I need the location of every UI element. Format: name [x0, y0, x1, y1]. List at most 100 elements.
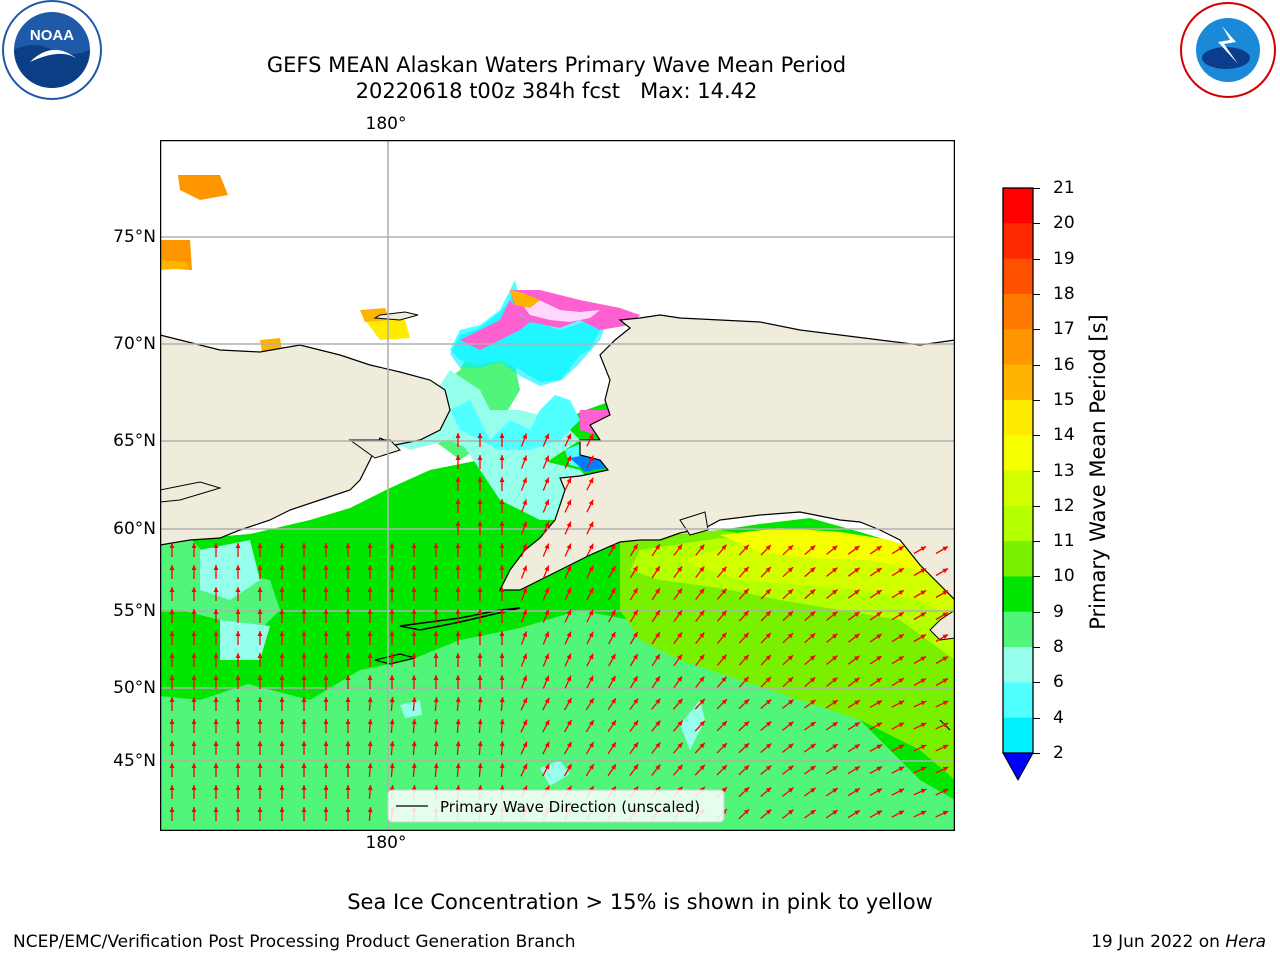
direction-arrowhead	[743, 787, 750, 793]
direction-arrowhead	[477, 433, 483, 438]
direction-arrowhead	[522, 587, 528, 593]
direction-arrowhead	[433, 543, 439, 548]
nws-logo	[1180, 2, 1276, 98]
direction-arrowhead	[831, 633, 838, 639]
direction-arrowhead	[213, 763, 219, 768]
direction-arrowhead	[632, 610, 638, 616]
direction-arrowhead	[810, 699, 816, 705]
colorbar-tick-label: 16	[1053, 354, 1075, 375]
direction-arrowhead	[854, 722, 860, 728]
direction-arrowhead	[809, 677, 816, 683]
direction-arrowhead	[544, 521, 550, 528]
direction-arrowhead	[169, 785, 175, 790]
direction-arrowhead	[213, 543, 219, 548]
direction-arrowhead	[455, 587, 461, 592]
direction-arrowhead	[499, 499, 505, 504]
direction-arrowhead	[788, 787, 794, 793]
direction-arrowhead	[477, 631, 483, 636]
direction-arrowhead	[433, 785, 439, 791]
direction-arrowhead	[389, 763, 395, 769]
direction-arrowhead	[876, 612, 882, 617]
direction-arrowhead	[544, 499, 550, 506]
direction-arrowhead	[323, 587, 329, 592]
direction-arrowhead	[499, 675, 505, 680]
colorbar-band	[1003, 188, 1033, 224]
direction-arrowhead	[455, 543, 461, 548]
colorbar-tick-mark	[1033, 647, 1040, 649]
direction-arrowhead	[235, 609, 241, 614]
direction-arrowhead	[345, 697, 351, 702]
direction-arrowhead	[455, 631, 461, 636]
direction-arrowhead	[831, 655, 838, 661]
direction-arrowhead	[942, 678, 949, 684]
colorbar-band	[1003, 258, 1033, 295]
direction-arrowhead	[588, 477, 594, 484]
direction-arrowhead	[235, 653, 241, 658]
direction-arrowhead	[169, 587, 175, 592]
direction-arrowhead	[632, 544, 638, 550]
direction-arrowhead	[301, 631, 307, 636]
direction-arrowhead	[787, 633, 794, 639]
direction-arrowhead	[721, 676, 727, 683]
direction-arrowhead	[522, 543, 528, 549]
direction-arrowhead	[788, 765, 794, 771]
direction-arrowhead	[367, 719, 373, 725]
colorbar-tick-mark	[1033, 611, 1040, 613]
lat-label-50: 50°N	[113, 678, 156, 698]
direction-arrowhead	[522, 763, 528, 770]
direction-arrowhead	[898, 590, 904, 596]
direction-arrowhead	[810, 743, 816, 749]
direction-arrowhead	[323, 807, 329, 812]
direction-arrowhead	[831, 545, 838, 551]
direction-arrowhead	[942, 656, 949, 662]
direction-arrowhead	[544, 477, 550, 484]
direction-arrowhead	[301, 697, 307, 702]
direction-arrowhead	[345, 719, 351, 724]
direction-arrowhead	[677, 544, 683, 550]
direction-arrowhead	[235, 675, 241, 680]
direction-arrowhead	[389, 543, 395, 548]
direction-arrowhead	[566, 521, 572, 528]
colorbar-tick-label: 10	[1053, 566, 1075, 587]
direction-arrowhead	[765, 655, 771, 661]
direction-arrowhead	[279, 675, 285, 680]
direction-arrowhead	[787, 611, 794, 617]
direction-arrowhead	[854, 744, 860, 750]
direction-arrowhead	[876, 656, 882, 661]
direction-arrowhead	[345, 565, 351, 570]
direction-arrowhead	[279, 587, 285, 592]
direction-arrowhead	[699, 654, 705, 660]
direction-arrowhead	[831, 567, 838, 573]
direction-arrowhead	[743, 721, 750, 727]
direction-arrowhead	[323, 653, 329, 658]
direction-arrowhead	[169, 763, 175, 768]
direction-arrowhead	[389, 741, 395, 747]
direction-arrowhead	[832, 810, 838, 815]
direction-arrowhead	[389, 785, 395, 791]
direction-arrowhead	[610, 565, 616, 572]
direction-arrowhead	[411, 675, 417, 680]
direction-arrowhead	[455, 521, 461, 526]
title-line-1: GEFS MEAN Alaskan Waters Primary Wave Me…	[266, 53, 847, 77]
direction-arrowhead	[633, 698, 639, 704]
direction-arrowhead	[588, 675, 594, 682]
direction-arrowhead	[477, 653, 483, 658]
direction-arrowhead	[942, 810, 949, 816]
direction-arrowhead	[367, 565, 373, 570]
direction-arrowhead	[411, 785, 417, 791]
direction-arrowhead	[477, 565, 483, 570]
direction-arrowhead	[787, 545, 794, 551]
direction-arrowhead	[810, 787, 816, 793]
direction-arrowhead	[345, 763, 351, 768]
direction-arrowhead	[522, 653, 528, 659]
direction-arrowhead	[191, 653, 197, 658]
direction-arrowhead	[655, 544, 660, 550]
direction-arrowhead	[477, 697, 483, 703]
direction-arrowhead	[433, 587, 439, 592]
direction-arrowhead	[898, 744, 905, 750]
direction-arrowhead	[169, 675, 175, 680]
direction-arrowhead	[191, 763, 197, 768]
direction-arrowhead	[942, 634, 949, 640]
direction-arrowhead	[257, 741, 263, 746]
direction-arrowhead	[455, 763, 461, 769]
